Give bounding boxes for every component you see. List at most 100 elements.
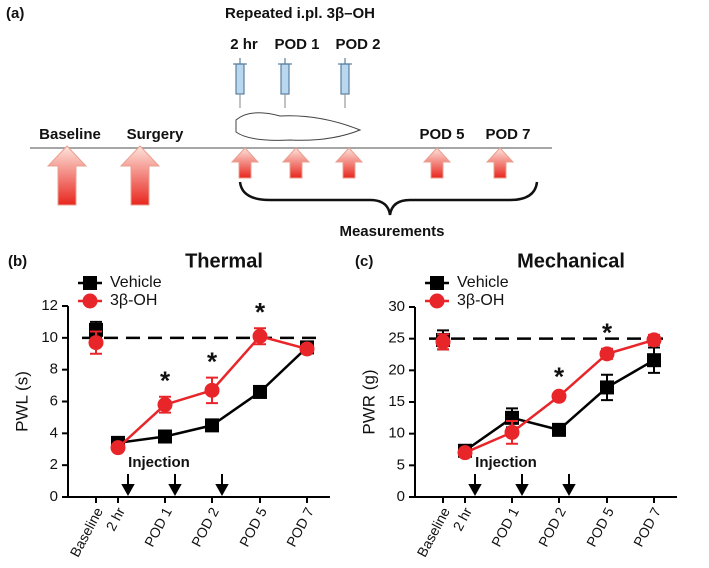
chart-title: Mechanical — [517, 250, 625, 272]
stage-label: POD 5 — [419, 126, 464, 143]
legend-label: 3β-OH — [457, 292, 504, 309]
injection-label: Injection — [475, 454, 537, 471]
series-segment — [464, 431, 513, 454]
injection-arrow — [562, 474, 576, 497]
x-tick-label: 2 hr — [449, 504, 475, 533]
series-segment — [164, 424, 213, 438]
significance-mark: * — [160, 366, 171, 396]
legend-label: 3β-OH — [110, 292, 157, 309]
injection-arrow — [468, 474, 482, 497]
panel-label: (b) — [8, 253, 27, 270]
legend-marker — [83, 276, 97, 290]
series-segment — [259, 346, 308, 393]
marker — [551, 388, 567, 404]
marker — [646, 332, 662, 348]
series-segment — [164, 389, 213, 406]
marker — [599, 346, 615, 362]
significance-mark: * — [602, 318, 613, 348]
series-segment — [558, 352, 608, 398]
series-segment — [606, 338, 655, 356]
injection-label: Injection — [128, 454, 190, 471]
marker — [157, 397, 173, 413]
legend-marker — [429, 293, 445, 309]
y-tick-label: 0 — [50, 488, 58, 505]
marker — [552, 422, 566, 437]
x-tick-label: 2 hr — [102, 504, 128, 533]
marker — [88, 335, 104, 351]
significance-mark: * — [554, 361, 565, 391]
injection-arrow — [515, 474, 529, 497]
marker — [253, 384, 267, 399]
marker — [504, 424, 520, 440]
x-tick-label: Baseline — [67, 504, 106, 559]
y-tick-label: 15 — [388, 393, 405, 410]
marker — [299, 341, 315, 357]
x-tick-label: POD 5 — [236, 504, 270, 549]
y-tick-label: 12 — [41, 297, 58, 314]
legend-label: Vehicle — [110, 274, 162, 291]
injection-time: 2 hr — [230, 36, 258, 53]
panel-label: (c) — [355, 253, 373, 270]
injection-time: POD 1 — [274, 36, 319, 53]
y-tick-label: 10 — [388, 425, 405, 442]
y-tick-label: 4 — [50, 424, 58, 441]
x-tick-label: POD 1 — [488, 504, 522, 549]
x-tick-label: POD 2 — [535, 504, 569, 549]
y-tick-label: 5 — [397, 456, 405, 473]
y-tick-label: 0 — [397, 488, 405, 505]
significance-mark: * — [207, 347, 218, 377]
y-tick-label: 2 — [50, 456, 58, 473]
series-segment — [259, 335, 308, 351]
legend-marker — [82, 293, 98, 309]
bracket — [238, 181, 539, 216]
marker — [89, 322, 103, 337]
stage-label: Surgery — [127, 126, 184, 143]
marker — [435, 334, 451, 350]
panel-label: (a) — [6, 5, 24, 22]
y-tick-label: 25 — [388, 330, 405, 347]
series-segment — [211, 390, 261, 427]
y-axis-label: PWR (g) — [359, 369, 378, 434]
syringes — [233, 58, 352, 108]
y-axis-label: PWL (s) — [12, 371, 31, 432]
paw — [235, 112, 362, 141]
series-segment — [464, 416, 513, 452]
significance-mark: * — [255, 297, 266, 327]
stage-label: Baseline — [39, 126, 101, 143]
marker — [647, 353, 661, 368]
marker — [110, 440, 126, 456]
marker — [205, 418, 219, 433]
y-tick-label: 8 — [50, 361, 58, 378]
stage-label: POD 7 — [485, 126, 530, 143]
chart-title: Thermal — [185, 250, 263, 272]
x-tick-label: POD 1 — [141, 504, 175, 549]
injection-arrow — [168, 474, 182, 497]
series-segment — [511, 395, 560, 434]
y-tick-label: 20 — [388, 361, 405, 378]
series-segment — [606, 359, 655, 389]
diagram-heading: Repeated i.pl. 3β–OH — [225, 5, 375, 22]
injection-time: POD 2 — [335, 36, 380, 53]
injection-arrow — [121, 474, 135, 497]
injection-arrow — [215, 474, 229, 497]
y-tick-label: 10 — [41, 329, 58, 346]
x-tick-label: POD 7 — [630, 504, 664, 549]
legend-label: Vehicle — [457, 274, 509, 291]
x-tick-label: Baseline — [414, 504, 453, 559]
x-tick-label: POD 5 — [583, 504, 617, 549]
y-tick-label: 6 — [50, 392, 58, 409]
series-segment — [117, 403, 166, 449]
x-tick-label: POD 2 — [188, 504, 222, 549]
marker — [457, 445, 473, 461]
marker — [252, 328, 268, 344]
measure-arrows — [46, 145, 515, 206]
series-segment — [511, 416, 560, 432]
series-segment — [558, 386, 608, 431]
y-tick-label: 30 — [388, 298, 405, 315]
series-segment — [211, 335, 261, 392]
legend-marker — [430, 276, 444, 290]
marker — [158, 429, 172, 444]
bracket-label: Measurements — [339, 223, 444, 240]
x-tick-label: POD 7 — [283, 504, 317, 549]
